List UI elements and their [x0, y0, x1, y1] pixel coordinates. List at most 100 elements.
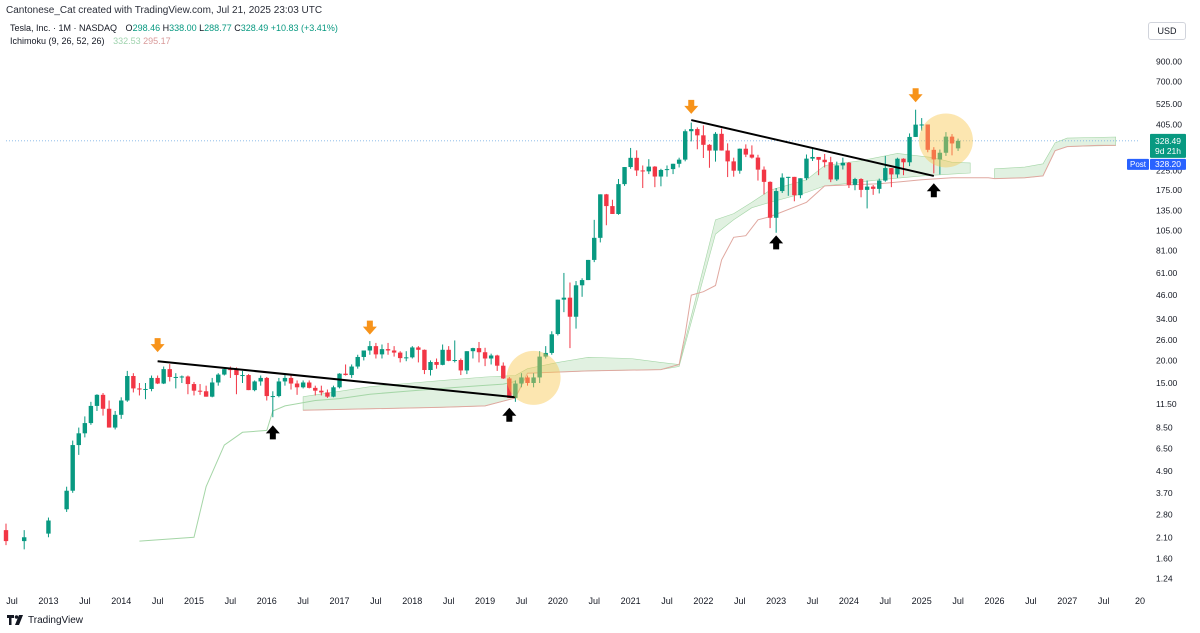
- candle: [877, 178, 882, 194]
- candle-body: [294, 383, 300, 388]
- candle-body: [240, 375, 245, 377]
- candle-body: [112, 414, 118, 428]
- candle-body: [125, 375, 130, 401]
- x-tick-label: 2018: [402, 596, 422, 606]
- black-up-arrow-icon: [926, 183, 941, 198]
- candle-body: [822, 159, 827, 163]
- candle: [749, 145, 755, 159]
- chart-caption: Cantonese_Cat created with TradingView.c…: [6, 5, 323, 16]
- candle-body: [537, 356, 542, 378]
- x-tick-label: Jul: [661, 596, 673, 606]
- candle: [901, 158, 906, 176]
- candle: [816, 156, 821, 176]
- candle-body: [585, 259, 591, 281]
- y-tick-label: 8.50: [1156, 423, 1173, 433]
- symbol-name[interactable]: Tesla, Inc. · 1M · NASDAQ: [10, 23, 118, 33]
- candle: [440, 344, 445, 366]
- trendline: [691, 119, 935, 177]
- x-tick-label: 2021: [621, 596, 641, 606]
- candle-body: [773, 191, 779, 218]
- indicator-value-1: 332.53: [113, 36, 141, 46]
- candle: [76, 427, 81, 455]
- candle: [119, 397, 124, 419]
- candles: [3, 109, 961, 550]
- x-tick-label: 2017: [330, 596, 350, 606]
- candle: [319, 385, 324, 396]
- candle: [628, 147, 633, 169]
- candle: [82, 416, 88, 438]
- candle: [313, 385, 318, 396]
- candle-body: [270, 396, 276, 398]
- candle-body: [676, 159, 682, 164]
- candle: [373, 342, 379, 359]
- candle-body: [64, 490, 69, 510]
- x-tick-label: Jul: [297, 596, 309, 606]
- candle: [537, 351, 542, 383]
- candle: [361, 350, 366, 361]
- y-tick-label: 34.00: [1156, 314, 1178, 324]
- candle: [300, 380, 306, 389]
- candle-body: [725, 150, 730, 162]
- candle-body: [246, 375, 251, 391]
- open-label: O: [125, 23, 133, 33]
- high-label: H: [162, 23, 170, 33]
- y-tick-label: 46.00: [1156, 290, 1178, 300]
- candle: [519, 373, 524, 388]
- candle-body: [258, 377, 263, 382]
- candle: [646, 159, 652, 175]
- brand-name: TradingView: [28, 614, 84, 626]
- candle-body: [349, 366, 354, 376]
- candle-body: [658, 169, 664, 177]
- indicator-name: Ichimoku (9, 26, 52, 26): [10, 36, 105, 46]
- y-tick-label: 135.00: [1156, 206, 1182, 216]
- candle: [931, 147, 937, 174]
- candle-body: [88, 405, 94, 424]
- candle-body: [325, 392, 330, 397]
- post-tag-bg: [1127, 158, 1149, 170]
- candle-body: [858, 179, 864, 190]
- candle: [731, 157, 736, 177]
- currency-selector[interactable]: USD: [1148, 22, 1186, 40]
- x-tick-label: 20: [1135, 596, 1145, 606]
- annotations: [150, 88, 973, 440]
- candle-body: [161, 369, 166, 384]
- candle-body: [422, 349, 427, 371]
- candle: [719, 128, 724, 151]
- candle: [246, 374, 251, 391]
- candle-body: [543, 352, 548, 357]
- candle-body: [446, 349, 451, 361]
- candle-body: [579, 280, 585, 286]
- y-tick-label: 2.10: [1156, 532, 1173, 542]
- candle: [561, 272, 567, 313]
- candle: [780, 173, 785, 193]
- y-tick-label: 26.00: [1156, 335, 1178, 345]
- x-tick-label: Jul: [880, 596, 892, 606]
- candle-body: [373, 346, 379, 355]
- y-tick-label: 700.00: [1156, 76, 1182, 86]
- ichimoku-cloud-area: [302, 153, 971, 411]
- candle-body: [931, 149, 937, 160]
- candle: [391, 346, 397, 357]
- black-up-arrow-icon: [265, 425, 280, 440]
- candle: [216, 373, 221, 386]
- candle-body: [901, 158, 906, 163]
- candle: [21, 530, 27, 550]
- candle-body: [222, 369, 227, 375]
- indicator-legend[interactable]: Ichimoku (9, 26, 52, 26) 332.53 295.17: [10, 36, 171, 46]
- candle: [488, 353, 494, 365]
- candle: [689, 122, 694, 142]
- candle: [870, 185, 876, 195]
- candle: [585, 259, 591, 281]
- candle-body: [167, 369, 172, 377]
- candle: [616, 178, 621, 215]
- candle-body: [209, 382, 215, 397]
- candle-body: [137, 388, 142, 390]
- x-tick-label: 2026: [984, 596, 1004, 606]
- candle-body: [501, 365, 506, 379]
- candle-body: [737, 148, 742, 171]
- change-value: +10.83 (+3.41%): [270, 23, 338, 33]
- candle-body: [598, 194, 603, 238]
